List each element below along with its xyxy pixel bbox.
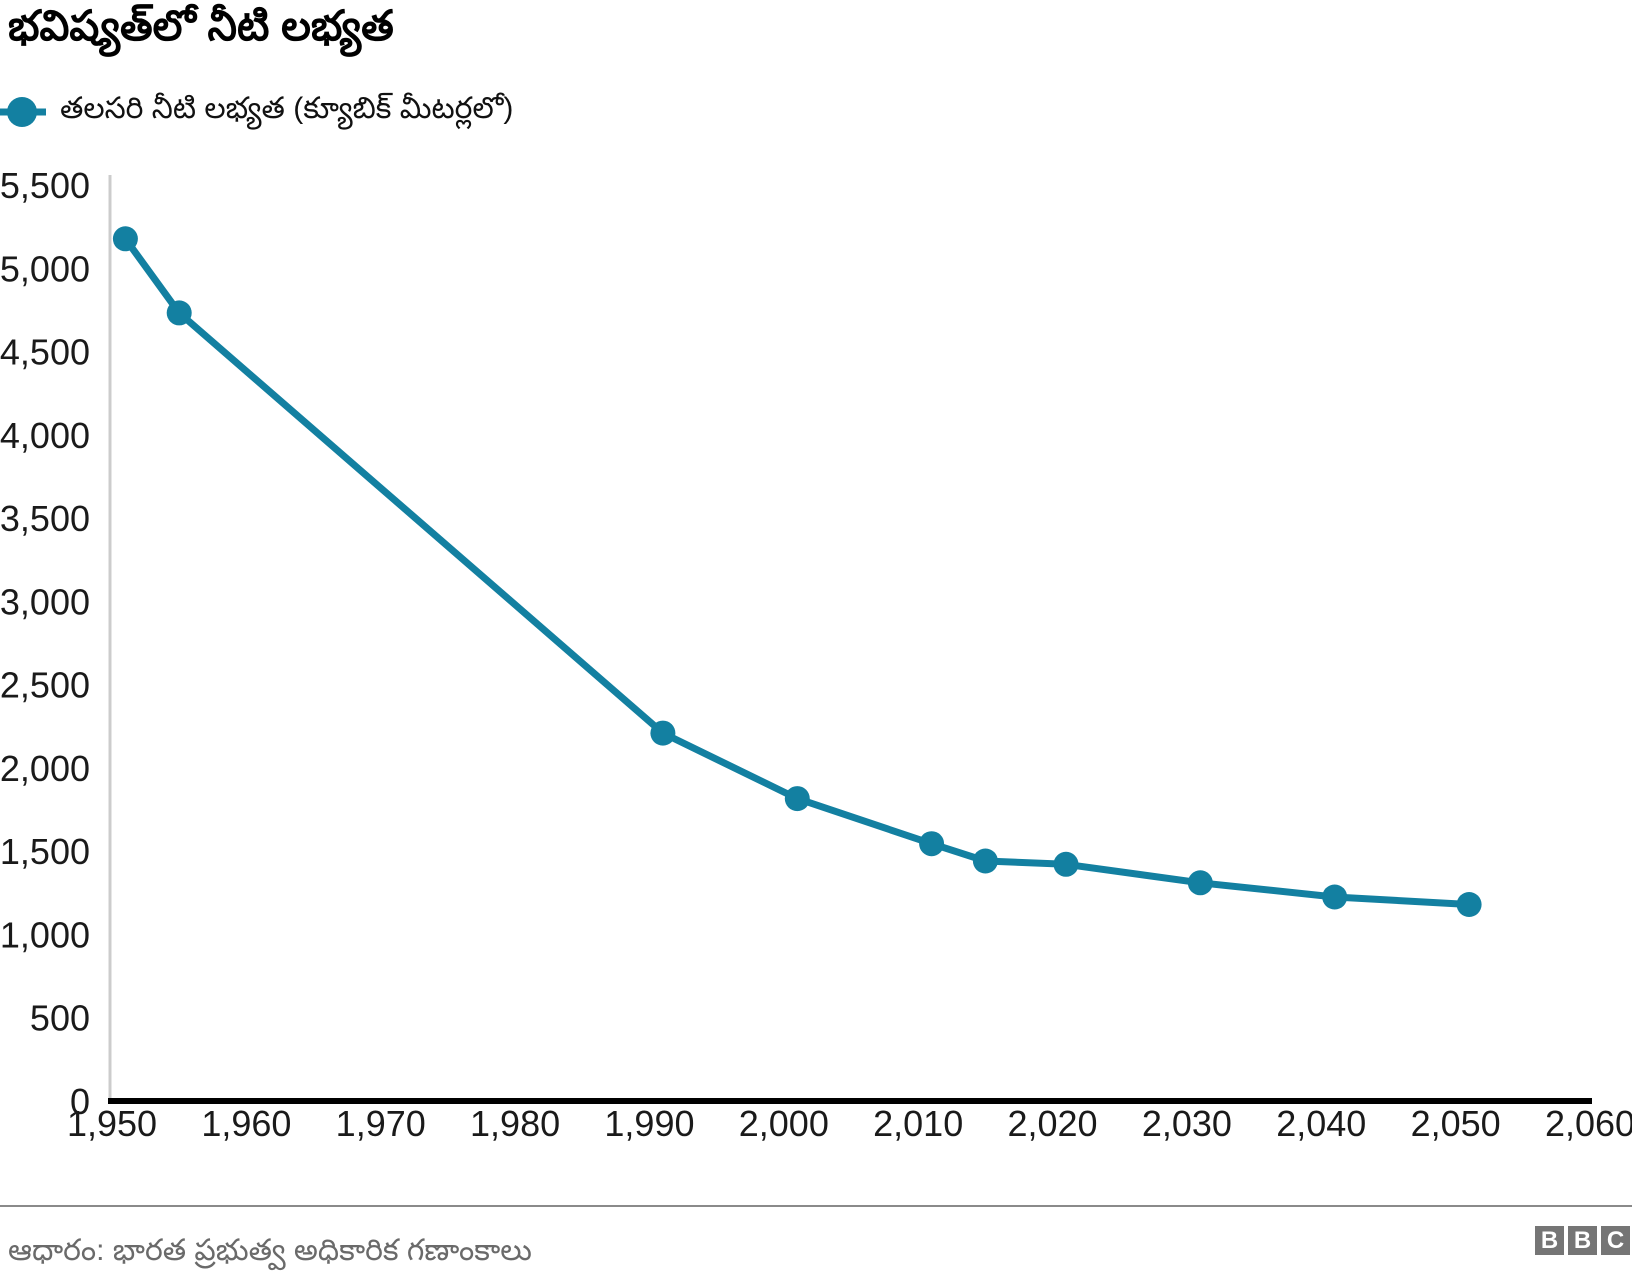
- x-tick-label: 2,040: [1276, 1103, 1366, 1144]
- x-tick-label: 1,990: [604, 1103, 694, 1144]
- y-tick-label: 500: [30, 998, 90, 1039]
- x-tick-label: 1,980: [470, 1103, 560, 1144]
- y-tick-label: 1,000: [0, 914, 90, 955]
- x-tick-label: 2,050: [1411, 1103, 1501, 1144]
- chart-title: భవిష్యత్‌లో నీటి లభ్యత: [8, 2, 394, 49]
- y-tick-label: 2,000: [0, 748, 90, 789]
- data-point: [972, 848, 998, 874]
- footer-divider: [0, 1205, 1632, 1207]
- y-tick-label: 0: [70, 1081, 90, 1122]
- y-tick-label: 1,500: [0, 831, 90, 872]
- y-tick-label: 3,000: [0, 581, 90, 622]
- y-tick-label: 4,000: [0, 415, 90, 456]
- data-point: [166, 300, 192, 326]
- data-point: [1053, 851, 1079, 877]
- x-tick-label: 1,970: [336, 1103, 426, 1144]
- data-line: [121, 235, 1473, 908]
- y-tick-label: 3,500: [0, 498, 90, 539]
- legend-marker-icon: [0, 97, 46, 127]
- y-tick-label: 2,500: [0, 665, 90, 706]
- x-tick-label: 1,950: [67, 1103, 157, 1144]
- bbc-logo-letter: B: [1568, 1226, 1597, 1255]
- legend: తలసరి నీటి లభ్యత (క్యూబిక్ మీటర్లలో): [0, 90, 513, 134]
- y-tick-label: 4,500: [0, 332, 90, 373]
- y-tick-label: 5,000: [0, 248, 90, 289]
- x-tick-label: 1,960: [201, 1103, 291, 1144]
- bbc-logo-letter: B: [1535, 1226, 1564, 1255]
- data-point: [919, 831, 945, 857]
- source-text: ఆధారం: భారత ప్రభుత్వ అధికారిక గణాంకాలు: [8, 1234, 532, 1267]
- x-tick-label: 2,030: [1142, 1103, 1232, 1144]
- bbc-logo-letter: C: [1601, 1226, 1630, 1255]
- data-point: [784, 786, 810, 812]
- x-tick-label: 2,020: [1007, 1103, 1097, 1144]
- data-point: [112, 226, 138, 252]
- x-tick-label: 2,060: [1545, 1103, 1632, 1144]
- data-point: [1456, 892, 1482, 917]
- footer: ఆధారం: భారత ప్రభుత్వ అధికారిక గణాంకాలు B…: [0, 1220, 1632, 1284]
- x-tick-label: 2,010: [873, 1103, 963, 1144]
- data-point: [1322, 884, 1348, 910]
- y-tick-label: 5,500: [0, 165, 90, 206]
- data-point: [650, 720, 676, 746]
- data-point: [1187, 870, 1213, 896]
- bbc-logo: B B C: [1535, 1226, 1630, 1255]
- x-tick-label: 2,000: [739, 1103, 829, 1144]
- legend-label: తలసరి నీటి లభ్యత (క్యూబిక్ మీటర్లలో): [60, 91, 514, 125]
